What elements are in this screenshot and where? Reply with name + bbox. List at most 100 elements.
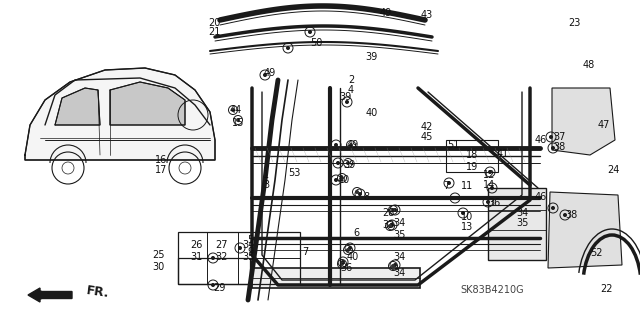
Text: 23: 23	[568, 18, 580, 28]
Text: 36: 36	[340, 263, 352, 273]
Polygon shape	[552, 88, 615, 155]
Circle shape	[238, 246, 242, 250]
Text: 34: 34	[393, 252, 405, 262]
Text: 7: 7	[302, 247, 308, 257]
Circle shape	[388, 224, 392, 228]
Text: 8: 8	[363, 192, 369, 202]
Text: 14: 14	[483, 180, 495, 190]
Circle shape	[341, 260, 345, 264]
Text: 6: 6	[353, 228, 359, 238]
Text: 50: 50	[310, 38, 323, 48]
Text: 35: 35	[242, 252, 254, 262]
Text: 33: 33	[382, 220, 394, 230]
FancyArrow shape	[28, 288, 72, 302]
Text: 22: 22	[600, 284, 612, 294]
Text: 19: 19	[466, 162, 478, 172]
Text: 34: 34	[242, 240, 254, 250]
Text: 34: 34	[516, 208, 528, 218]
Text: 53: 53	[288, 168, 300, 178]
Text: 48: 48	[583, 60, 595, 70]
Polygon shape	[25, 68, 215, 160]
Text: 39: 39	[365, 52, 377, 62]
Text: 52: 52	[590, 248, 602, 258]
Text: 17: 17	[155, 165, 168, 175]
Circle shape	[563, 213, 567, 217]
Text: 3: 3	[263, 180, 269, 190]
Text: 26: 26	[190, 240, 202, 250]
Circle shape	[336, 161, 340, 165]
Text: 24: 24	[607, 165, 620, 175]
Text: 5: 5	[247, 235, 253, 245]
Circle shape	[308, 30, 312, 34]
Text: 42: 42	[421, 122, 433, 132]
Text: 18: 18	[466, 150, 478, 160]
Text: 46: 46	[535, 135, 547, 145]
Text: 39: 39	[343, 160, 355, 170]
Circle shape	[391, 208, 395, 212]
Circle shape	[447, 181, 451, 185]
Circle shape	[393, 263, 397, 267]
Text: 38: 38	[553, 142, 565, 152]
Text: 32: 32	[215, 252, 227, 262]
Bar	[252, 268, 420, 288]
Text: 10: 10	[461, 212, 473, 222]
Text: 25: 25	[152, 250, 164, 260]
Polygon shape	[55, 88, 100, 125]
Text: 34: 34	[393, 218, 405, 228]
Text: 35: 35	[393, 230, 405, 240]
Bar	[178, 258, 250, 284]
Text: 12: 12	[483, 170, 495, 180]
Circle shape	[345, 100, 349, 104]
Text: 20: 20	[208, 18, 220, 28]
Circle shape	[461, 211, 465, 215]
Circle shape	[211, 256, 215, 260]
Text: 9: 9	[247, 247, 253, 257]
Text: 7: 7	[443, 181, 449, 191]
Bar	[446, 140, 498, 172]
Text: 16: 16	[155, 155, 167, 165]
Circle shape	[393, 208, 397, 212]
Text: 41: 41	[497, 149, 509, 159]
Bar	[488, 188, 546, 260]
Circle shape	[486, 200, 490, 204]
Text: 49: 49	[347, 140, 359, 150]
Text: 47: 47	[598, 120, 611, 130]
Text: 44: 44	[230, 105, 243, 115]
Circle shape	[551, 206, 555, 210]
Circle shape	[391, 264, 395, 268]
Circle shape	[286, 46, 290, 50]
Text: 34: 34	[393, 268, 405, 278]
Text: 13: 13	[461, 222, 473, 232]
Bar	[178, 232, 300, 284]
Circle shape	[346, 248, 350, 252]
Polygon shape	[548, 192, 622, 268]
Text: 40: 40	[347, 252, 359, 262]
Text: 38: 38	[565, 210, 577, 220]
Circle shape	[334, 178, 338, 182]
Text: 39: 39	[339, 92, 351, 102]
Text: 35: 35	[516, 218, 529, 228]
Circle shape	[349, 143, 353, 147]
Text: 11: 11	[461, 181, 473, 191]
Text: 45: 45	[421, 132, 433, 142]
Circle shape	[263, 73, 267, 77]
Polygon shape	[110, 82, 185, 125]
Circle shape	[231, 108, 235, 112]
Circle shape	[348, 246, 352, 250]
Circle shape	[340, 262, 344, 266]
Text: 1: 1	[263, 170, 269, 180]
Text: 46: 46	[535, 192, 547, 202]
Text: 37: 37	[553, 132, 565, 142]
Text: 30: 30	[152, 262, 164, 272]
Circle shape	[390, 223, 394, 227]
Text: 15: 15	[232, 118, 244, 128]
Circle shape	[355, 190, 359, 194]
Text: 31: 31	[190, 252, 202, 262]
Circle shape	[358, 192, 362, 196]
Circle shape	[211, 283, 215, 287]
Text: 27: 27	[215, 240, 227, 250]
Text: 40: 40	[366, 108, 378, 118]
Text: 2: 2	[348, 75, 355, 85]
Text: 49: 49	[380, 8, 392, 18]
Text: 28: 28	[382, 208, 394, 218]
